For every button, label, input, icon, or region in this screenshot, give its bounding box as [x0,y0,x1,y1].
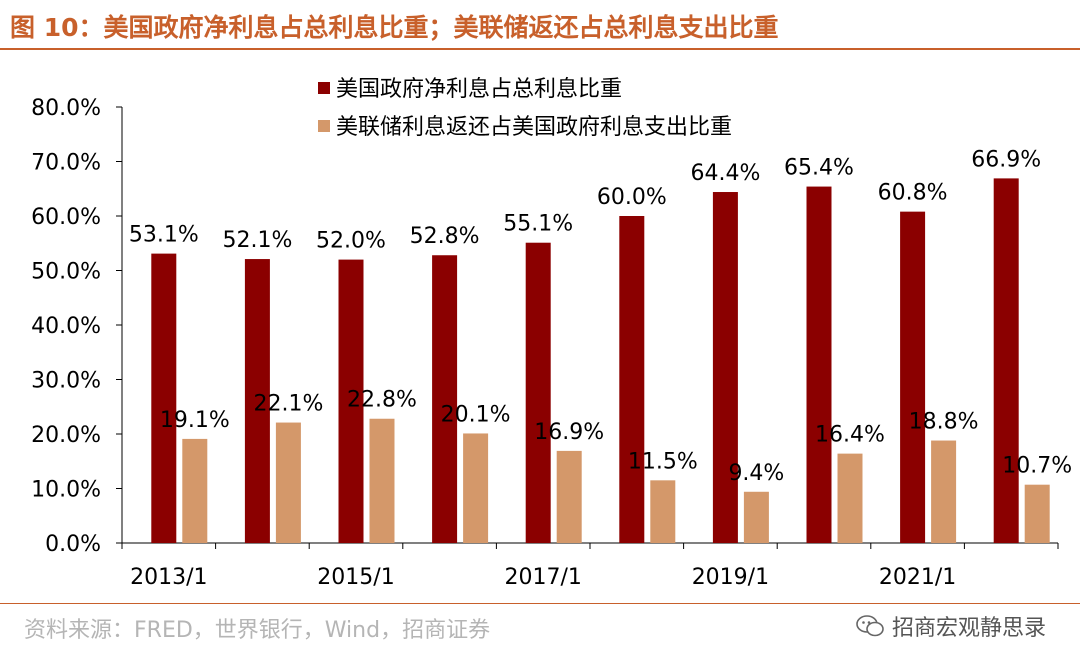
y-tick-label: 30.0% [31,369,101,394]
data-label: 22.1% [253,392,323,417]
x-tick-label: 2017/1 [504,565,581,590]
legend-swatch [318,82,330,94]
bar-series-2 [463,433,489,543]
data-label: 60.0% [597,185,667,210]
y-tick-label: 20.0% [31,423,101,448]
y-tick-label: 60.0% [31,205,101,230]
watermark-text: 招商宏观静思录 [891,616,1046,641]
data-label: 64.4% [690,161,760,186]
bar-series-1 [244,259,270,543]
data-label: 55.1% [503,212,573,237]
data-label: 52.1% [222,228,292,253]
title-rule [0,48,1080,50]
bar-series-1 [338,259,364,543]
bar-series-1 [806,186,832,543]
data-label: 65.4% [784,156,854,181]
x-tick-label: 2015/1 [317,565,394,590]
data-label: 16.4% [815,423,885,448]
data-label: 18.8% [909,410,979,435]
data-label: 11.5% [628,449,698,474]
data-label: 53.1% [129,223,199,248]
bar-series-1 [151,253,177,544]
bar-series-2 [931,440,957,543]
data-label: 19.1% [160,408,230,433]
bar-series-2 [837,453,863,543]
x-tick-label: 2013/1 [130,565,207,590]
bar-series-1 [712,192,738,543]
data-label: 66.9% [971,147,1041,172]
bar-series-2 [650,480,676,543]
bar-series-1 [525,242,551,543]
bar-series-1 [432,255,458,544]
x-tick-label: 2021/1 [879,565,956,590]
data-label: 52.0% [316,229,386,254]
bar-series-2 [1024,484,1050,543]
data-label: 16.9% [534,420,604,445]
bar-series-1 [619,216,645,543]
legend-swatch [318,120,330,132]
y-tick-label: 80.0% [31,96,101,121]
data-label: 9.4% [728,461,784,486]
y-tick-label: 10.0% [31,478,101,503]
bar-series-2 [182,438,208,543]
data-label: 22.8% [347,388,417,413]
data-label: 10.7% [1002,454,1072,479]
bar-series-2 [556,450,582,543]
bar-series-1 [900,211,926,543]
x-tick-label: 2019/1 [692,565,769,590]
bar-chart: 0.0% 10.0% 20.0% 30.0% 40.0% 50.0% 60.0% 70.0% 8… [31,77,1072,590]
wechat-icon [856,615,884,637]
data-label: 52.8% [410,224,480,249]
bar-series-2 [275,422,301,543]
bar-series-1 [993,178,1019,543]
bar-series-2 [369,418,395,543]
bar-series-2 [743,491,769,543]
data-label: 60.8% [878,181,948,206]
y-tick-label: 40.0% [31,314,101,339]
source-note: 资料来源：FRED，世界银行，Wind，招商证券 [24,618,491,643]
source-rule [0,603,1080,604]
watermark: 招商宏观静思录 [856,610,1046,642]
figure-title: 图 10：美国政府净利息占总利息比重；美联储返还占总利息支出比重 [10,13,779,42]
y-tick-label: 50.0% [31,260,101,285]
legend-label: 美国政府净利息占总利息比重 [336,77,622,102]
legend-label: 美联储利息返还占美国政府利息支出比重 [336,115,732,140]
data-label: 20.1% [441,402,511,427]
y-tick-label: 0.0% [45,532,101,557]
y-tick-label: 70.0% [31,151,101,176]
